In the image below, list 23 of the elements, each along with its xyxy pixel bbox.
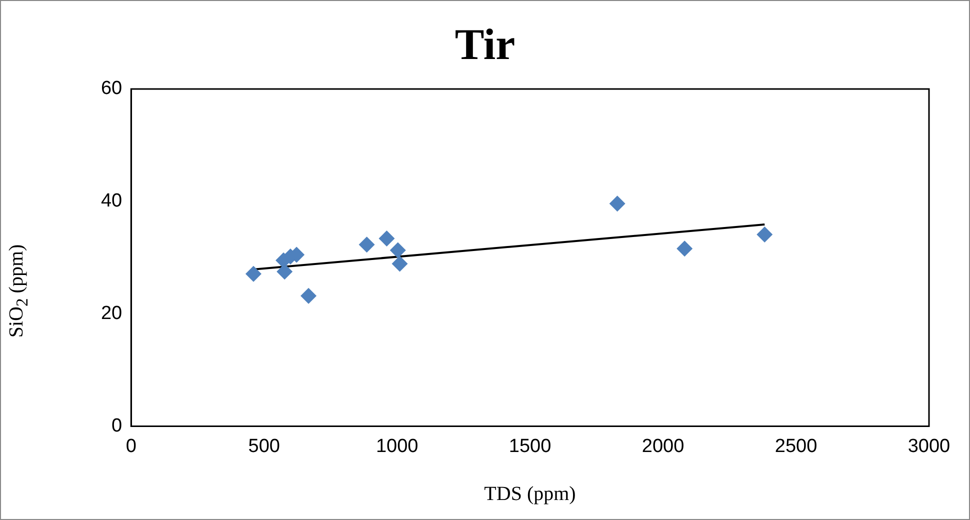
point <box>300 288 317 304</box>
point <box>378 230 395 246</box>
point <box>245 266 262 282</box>
x-tick-label: 0 <box>126 436 136 457</box>
point <box>358 236 375 253</box>
point <box>609 196 626 212</box>
y-tick-label: 0 <box>112 415 122 436</box>
point <box>676 240 693 257</box>
point <box>390 242 406 258</box>
chart-title: Tir <box>454 19 516 70</box>
point <box>392 256 408 272</box>
x-tick-label: 2500 <box>774 436 818 457</box>
x-tick-label: 3000 <box>908 436 950 457</box>
x-tick-label: 2000 <box>642 436 684 457</box>
y-tick-label: 20 <box>100 303 122 324</box>
x-tick-label: 1000 <box>376 436 418 457</box>
point <box>756 226 773 243</box>
x-tick-label: 1500 <box>508 436 552 457</box>
y-tick-label: 60 <box>100 78 122 100</box>
point <box>276 264 293 280</box>
y-tick-label: 40 <box>100 190 122 212</box>
x-axis-title: TDS (ppm) <box>483 483 577 506</box>
x-tick-label: 500 <box>248 436 280 457</box>
